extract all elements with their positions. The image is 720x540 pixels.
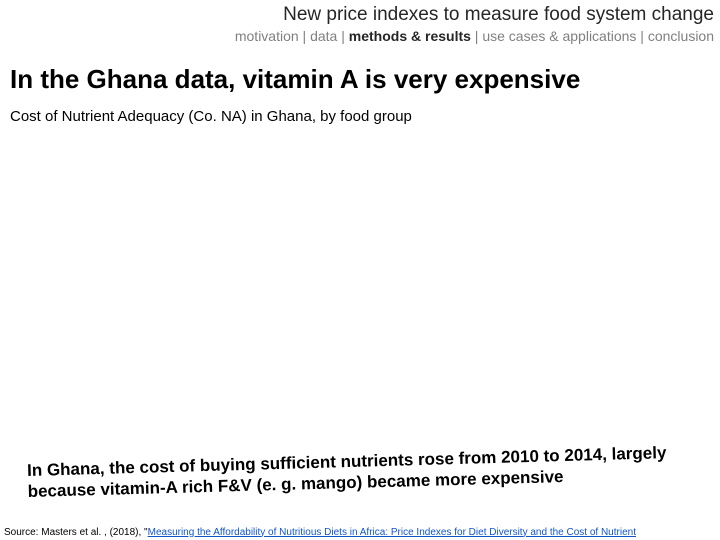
breadcrumb-item-use-cases[interactable]: use cases & applications — [482, 28, 636, 44]
breadcrumb-item-methods[interactable]: methods & results — [349, 28, 471, 44]
slide-container: New price indexes to measure food system… — [0, 0, 720, 540]
breadcrumb-sep: | — [471, 28, 482, 44]
breadcrumb-sep: | — [636, 28, 647, 44]
main-heading: In the Ghana data, vitamin A is very exp… — [10, 64, 580, 95]
chart-subtitle: Cost of Nutrient Adequacy (Co. NA) in Gh… — [10, 108, 412, 125]
source-prefix: Source: Masters et al. , (2018), " — [4, 527, 148, 538]
source-citation: Source: Masters et al. , (2018), "Measur… — [4, 527, 716, 539]
header-title: New price indexes to measure food system… — [283, 4, 714, 26]
breadcrumb-item-data[interactable]: data — [310, 28, 337, 44]
breadcrumb-sep: | — [337, 28, 348, 44]
breadcrumb-item-conclusion[interactable]: conclusion — [648, 28, 714, 44]
callout-text: In Ghana, the cost of buying sufficient … — [27, 441, 708, 502]
source-link[interactable]: Measuring the Affordability of Nutritiou… — [148, 527, 636, 538]
breadcrumb: motivation | data | methods & results | … — [235, 28, 714, 44]
breadcrumb-sep: | — [299, 28, 310, 44]
breadcrumb-item-motivation[interactable]: motivation — [235, 28, 299, 44]
